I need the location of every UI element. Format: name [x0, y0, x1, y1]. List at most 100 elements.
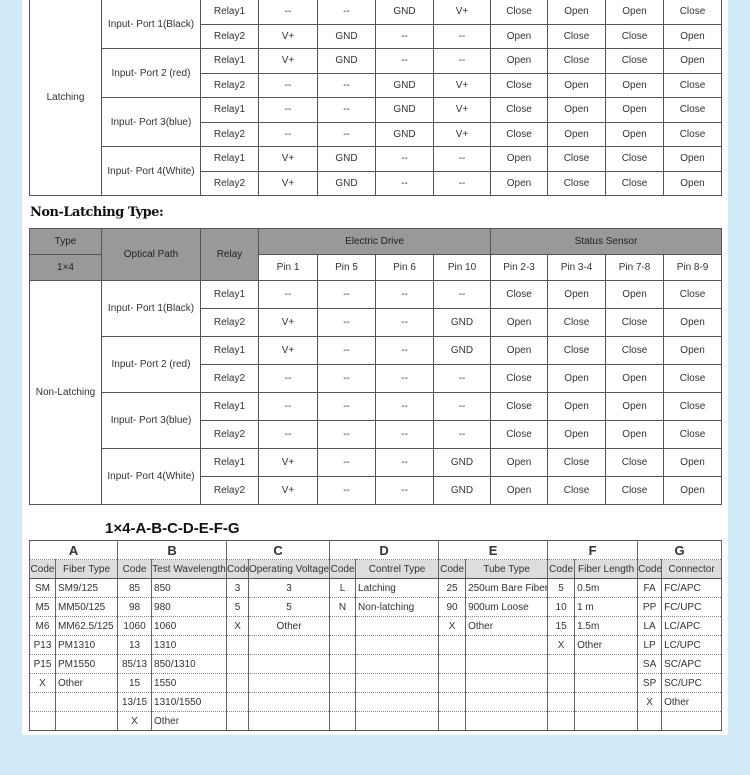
table-row: Input- Port 2 (red) Relay1 V+ GND -- -- Open Cl…	[30, 48, 722, 98]
latching-table: Latching Input- Port 1(Black) Relay1 -- -- GN…	[29, 0, 722, 196]
description-cell: 250um Bare Fiber	[465, 578, 549, 598]
description-cell: 5	[248, 597, 331, 617]
subheader-cell: Fiber Type	[54, 559, 119, 579]
table-row: P13 PM1310 13 1310 X Other LP LC/UPC	[29, 635, 723, 655]
value-cell: GND	[432, 308, 492, 337]
subheader-cell: Test Wavelength	[151, 559, 228, 579]
header-pin: Pin 5	[317, 254, 376, 281]
description-cell: LC/UPC	[661, 635, 723, 655]
code-cell: 98	[117, 597, 153, 617]
description-cell	[574, 692, 639, 712]
relay-cell: Relay2	[200, 72, 259, 98]
value-cell: Close	[663, 121, 722, 147]
value-cell: Open	[605, 72, 664, 98]
relay-cell: Relay1	[200, 336, 259, 365]
description-cell	[248, 711, 331, 731]
table-row: 13/15 1310/1550 X Other	[29, 692, 723, 712]
value-cell: Open	[490, 448, 549, 477]
description-cell: FC/APC	[661, 578, 723, 598]
value-cell: V+	[258, 48, 318, 74]
optical-path-cell: Input- Port 2 (red)	[101, 48, 201, 98]
subheader-cell: Code	[226, 559, 250, 579]
optical-path-cell: Input- Port 3(blue)	[101, 97, 201, 147]
code-cell: X	[637, 692, 663, 712]
value-cell: --	[317, 392, 376, 421]
value-cell: Open	[547, 121, 606, 147]
value-cell: --	[317, 121, 376, 147]
value-cell: --	[375, 392, 434, 421]
description-cell: SC/UPC	[661, 673, 723, 693]
code-cell	[547, 692, 576, 712]
description-cell	[465, 711, 549, 731]
subheader-cell: Connector	[661, 559, 723, 579]
subheader-cell: Contrel Type	[355, 559, 440, 579]
description-cell: FC/UPC	[661, 597, 723, 617]
value-cell: --	[317, 448, 376, 477]
value-cell: GND	[375, 121, 434, 147]
code-cell: 15	[117, 673, 153, 693]
value-cell: Open	[663, 170, 722, 196]
code-cell	[438, 711, 467, 731]
value-cell: Close	[605, 448, 665, 477]
code-cell	[547, 711, 576, 731]
value-cell: --	[258, 121, 318, 147]
description-cell	[54, 692, 119, 712]
value-cell: GND	[375, 0, 434, 25]
value-cell: Close	[490, 364, 549, 393]
value-cell: V+	[433, 72, 491, 98]
value-cell: Close	[605, 476, 665, 505]
header-pin: Pin 10	[432, 254, 492, 281]
value-cell: GND	[317, 170, 376, 196]
subheader-cell: Operating Voltage	[248, 559, 331, 579]
value-cell: GND	[375, 97, 434, 123]
code-cell	[547, 673, 576, 693]
description-cell	[574, 654, 639, 674]
code-cell: X	[547, 635, 576, 655]
value-cell: --	[258, 364, 318, 393]
group-header-g: G	[637, 540, 723, 560]
value-cell: --	[317, 336, 376, 365]
code-cell	[547, 654, 576, 674]
code-cell: LA	[637, 616, 663, 636]
value-cell: --	[375, 476, 434, 505]
value-cell: GND	[317, 146, 376, 172]
relay-cell: Relay1	[200, 392, 259, 421]
value-cell: Open	[490, 23, 548, 49]
value-cell: --	[258, 392, 318, 421]
description-cell: 900um Loose	[465, 597, 549, 617]
table-row: Relay2 V+ -- -- GND Open Close Close Open	[30, 308, 723, 337]
value-cell: Close	[490, 392, 549, 421]
value-cell: Open	[663, 336, 723, 365]
description-cell: 980	[151, 597, 228, 617]
header-status-sensor: Status Sensor	[490, 228, 723, 255]
header-pin: Pin 7-8	[605, 254, 665, 281]
description-cell	[355, 635, 440, 655]
code-cell: LP	[637, 635, 663, 655]
description-cell: Latching	[355, 578, 440, 598]
value-cell: Open	[663, 476, 723, 505]
description-cell	[574, 673, 639, 693]
description-cell	[355, 616, 440, 636]
subheader-cell: Code	[117, 559, 153, 579]
value-cell: Open	[663, 48, 722, 74]
code-cell	[226, 711, 250, 731]
table-row: Relay2 -- -- GND V+ Close Open Open Close	[30, 72, 722, 98]
header-type: Type	[29, 228, 102, 255]
value-cell: Open	[663, 146, 722, 172]
value-cell: Open	[490, 336, 549, 365]
value-cell: --	[433, 146, 491, 172]
value-cell: Close	[605, 48, 664, 74]
code-cell: 3	[226, 578, 250, 598]
header-pin: Pin 6	[375, 254, 434, 281]
value-cell: Close	[605, 308, 665, 337]
table-row: Relay2 V+ -- -- GND Open Close Close Open	[30, 476, 723, 505]
value-cell: Close	[663, 0, 722, 25]
code-cell	[329, 692, 357, 712]
header-pin: Pin 1	[258, 254, 318, 281]
subheader-cell: Code	[547, 559, 576, 579]
value-cell: V+	[258, 23, 318, 49]
value-cell: Open	[605, 364, 665, 393]
value-cell: --	[375, 146, 434, 172]
code-cell: X	[29, 673, 56, 693]
